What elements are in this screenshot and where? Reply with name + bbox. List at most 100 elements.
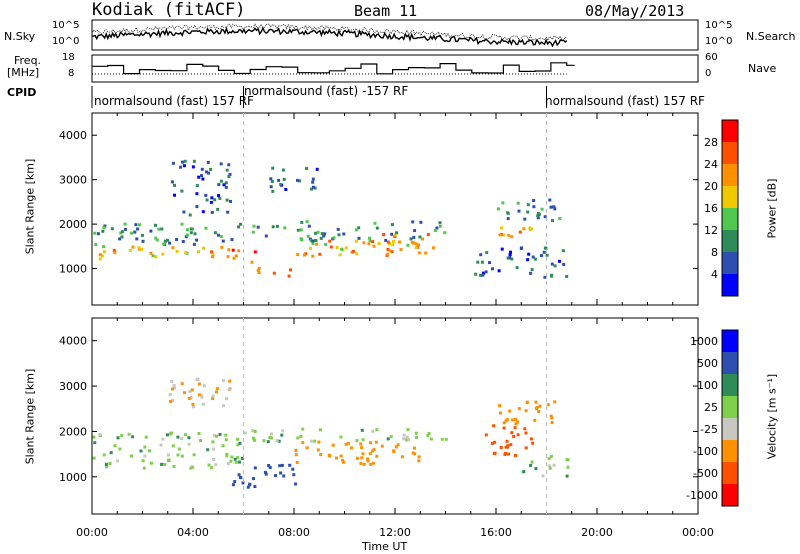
cpid-segment-1: normalsound (fast) 157 RF bbox=[94, 94, 254, 108]
velocity-colorbar-tick-3: -25 bbox=[700, 423, 718, 436]
data-cell-power-7 bbox=[390, 223, 394, 227]
data-cell-power-7 bbox=[332, 236, 336, 240]
velocity-colorbar-band-2 bbox=[722, 440, 738, 462]
data-cell-velocity-2 bbox=[267, 464, 271, 467]
data-cell-velocity-4 bbox=[262, 439, 266, 443]
data-cell-power-5 bbox=[367, 242, 371, 246]
data-cell-velocity-4 bbox=[266, 440, 270, 444]
data-cell-power-11 bbox=[543, 275, 547, 279]
data-cell-velocity-0 bbox=[167, 458, 171, 462]
data-cell-power-7 bbox=[296, 228, 300, 232]
data-cell-velocity-2 bbox=[241, 481, 245, 485]
data-cell-power-7 bbox=[342, 232, 346, 236]
data-cell-velocity-0 bbox=[230, 455, 234, 459]
data-cell-power-0 bbox=[140, 247, 144, 251]
data-cell-velocity-6 bbox=[533, 418, 537, 422]
power-colorbar-band-1 bbox=[722, 252, 738, 274]
data-cell-power-11 bbox=[561, 249, 565, 253]
data-cell-power-2 bbox=[209, 167, 213, 171]
data-cell-velocity-1 bbox=[202, 384, 206, 388]
data-cell-velocity-0 bbox=[211, 440, 215, 444]
data-cell-power-2 bbox=[225, 198, 229, 202]
data-cell-velocity-4 bbox=[280, 433, 284, 437]
data-cell-power-1 bbox=[141, 239, 145, 243]
data-cell-power-2 bbox=[191, 165, 195, 169]
data-cell-power-2 bbox=[217, 194, 221, 198]
data-cell-power-6 bbox=[421, 237, 424, 241]
data-cell-power-11 bbox=[484, 270, 488, 274]
date-title: 08/May/2013 bbox=[585, 2, 685, 20]
data-cell-power-5 bbox=[318, 252, 322, 256]
data-cell-velocity-3 bbox=[328, 454, 332, 458]
nsky-trace bbox=[92, 26, 568, 48]
data-cell-power-0 bbox=[175, 249, 179, 253]
data-cell-velocity-4 bbox=[309, 439, 313, 443]
power-colorbar-tick-4: 20 bbox=[704, 180, 718, 193]
data-cell-power-10 bbox=[526, 203, 530, 207]
data-cell-power-11 bbox=[519, 247, 523, 250]
data-cell-power-5 bbox=[391, 243, 395, 247]
data-cell-power-1 bbox=[186, 228, 189, 232]
nsky-strip-frame bbox=[91, 19, 699, 51]
data-cell-power-11 bbox=[550, 273, 554, 277]
data-cell-power-6 bbox=[371, 240, 375, 244]
data-cell-velocity-2 bbox=[282, 474, 286, 478]
data-cell-velocity-3 bbox=[380, 444, 384, 448]
data-cell-power-2 bbox=[219, 162, 223, 166]
data-cell-power-10 bbox=[553, 207, 557, 211]
nave-tick-bottom: 0 bbox=[705, 68, 712, 79]
data-cell-power-8 bbox=[270, 180, 274, 183]
data-cell-velocity-0 bbox=[225, 452, 229, 456]
data-cell-power-7 bbox=[368, 239, 372, 243]
data-cell-velocity-4 bbox=[427, 432, 431, 435]
data-cell-power-6 bbox=[412, 241, 415, 245]
data-cell-power-2 bbox=[171, 161, 175, 165]
data-cell-velocity-3 bbox=[394, 445, 398, 449]
data-cell-velocity-4 bbox=[426, 434, 430, 438]
data-cell-power-2 bbox=[201, 210, 205, 214]
data-cell-power-0 bbox=[171, 246, 175, 250]
data-cell-power-7 bbox=[412, 235, 416, 239]
data-cell-velocity-3 bbox=[368, 452, 372, 456]
power-colorbar-frame bbox=[721, 119, 739, 297]
data-cell-velocity-0 bbox=[104, 462, 108, 466]
data-cell-power-7 bbox=[308, 237, 312, 241]
data-cell-velocity-0 bbox=[184, 433, 187, 437]
cpid-label: CPID bbox=[7, 86, 37, 99]
data-cell-power-5 bbox=[340, 247, 344, 251]
freq-label: Freq. bbox=[14, 54, 42, 67]
data-cell-velocity-3 bbox=[317, 440, 321, 444]
data-cell-velocity-3 bbox=[369, 441, 372, 445]
data-cell-power-1 bbox=[219, 235, 223, 239]
data-cell-velocity-0 bbox=[102, 453, 106, 457]
data-cell-power-7 bbox=[264, 234, 268, 238]
data-cell-power-7 bbox=[283, 226, 287, 230]
nsearch-tick-top: 10^5 bbox=[705, 20, 733, 31]
data-cell-velocity-4 bbox=[444, 437, 448, 441]
data-cell-velocity-3 bbox=[411, 451, 415, 455]
data-cell-velocity-4 bbox=[299, 435, 303, 438]
data-cell-velocity-0 bbox=[131, 435, 135, 439]
data-cell-velocity-0 bbox=[221, 444, 225, 448]
data-cell-power-5 bbox=[329, 245, 333, 249]
data-cell-power-11 bbox=[515, 266, 519, 270]
data-cell-velocity-1 bbox=[200, 395, 204, 399]
data-cell-velocity-3 bbox=[400, 455, 404, 459]
data-cell-velocity-1 bbox=[211, 394, 215, 398]
xtick-label-3: 12:00 bbox=[379, 526, 411, 539]
data-cell-power-10 bbox=[558, 217, 562, 220]
data-cell-velocity-4 bbox=[296, 436, 300, 440]
data-cell-velocity-4 bbox=[275, 439, 279, 443]
data-cell-velocity-0 bbox=[180, 437, 184, 441]
velocity-colorbar-band-5 bbox=[722, 374, 738, 396]
data-cell-power-7 bbox=[323, 232, 327, 236]
data-cell-velocity-5 bbox=[514, 454, 517, 457]
data-cell-power-7 bbox=[409, 237, 413, 241]
data-cell-velocity-2 bbox=[280, 463, 284, 467]
data-cell-power-10 bbox=[501, 201, 505, 205]
data-cell-power-11 bbox=[544, 246, 548, 250]
data-cell-power-8 bbox=[281, 168, 285, 172]
data-cell-power-6 bbox=[390, 250, 394, 254]
data-cell-power-9 bbox=[530, 227, 533, 231]
data-cell-power-2 bbox=[227, 163, 231, 167]
